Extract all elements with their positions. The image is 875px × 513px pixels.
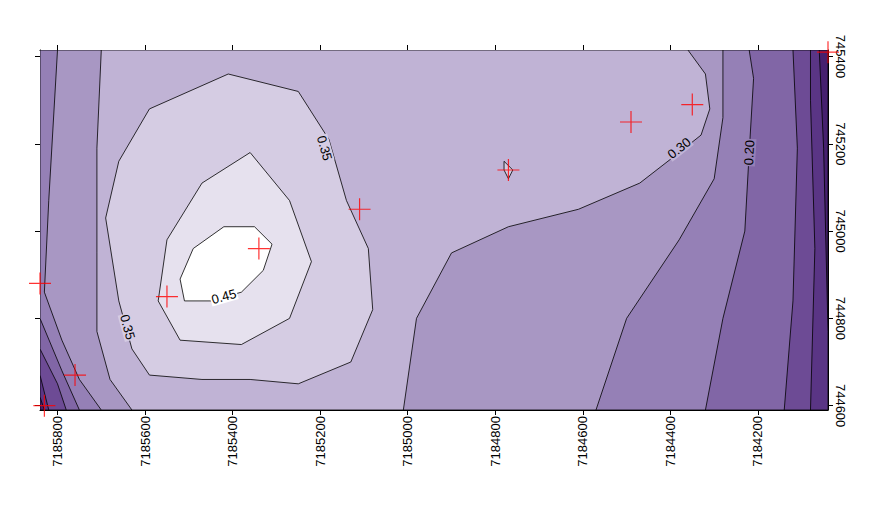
svg-text:745200: 745200 (833, 122, 848, 165)
svg-text:7185800: 7185800 (50, 416, 65, 467)
svg-text:7185000: 7185000 (400, 416, 415, 467)
svg-text:7185400: 7185400 (225, 416, 240, 467)
svg-text:745400: 745400 (833, 35, 848, 78)
svg-text:7184400: 7184400 (663, 416, 678, 467)
svg-text:745000: 745000 (833, 209, 848, 252)
svg-text:744600: 744600 (833, 384, 848, 427)
svg-text:744800: 744800 (833, 297, 848, 340)
svg-text:7184600: 7184600 (575, 416, 590, 467)
svg-text:7184200: 7184200 (750, 416, 765, 467)
svg-text:0.20: 0.20 (741, 139, 757, 165)
svg-text:7184800: 7184800 (488, 416, 503, 467)
svg-text:0.30: 0.30 (665, 134, 694, 161)
svg-text:0.35: 0.35 (314, 134, 335, 162)
svg-text:0.45: 0.45 (210, 286, 238, 307)
svg-text:7185600: 7185600 (138, 416, 153, 467)
svg-text:7185200: 7185200 (313, 416, 328, 467)
svg-text:0.35: 0.35 (117, 313, 138, 341)
